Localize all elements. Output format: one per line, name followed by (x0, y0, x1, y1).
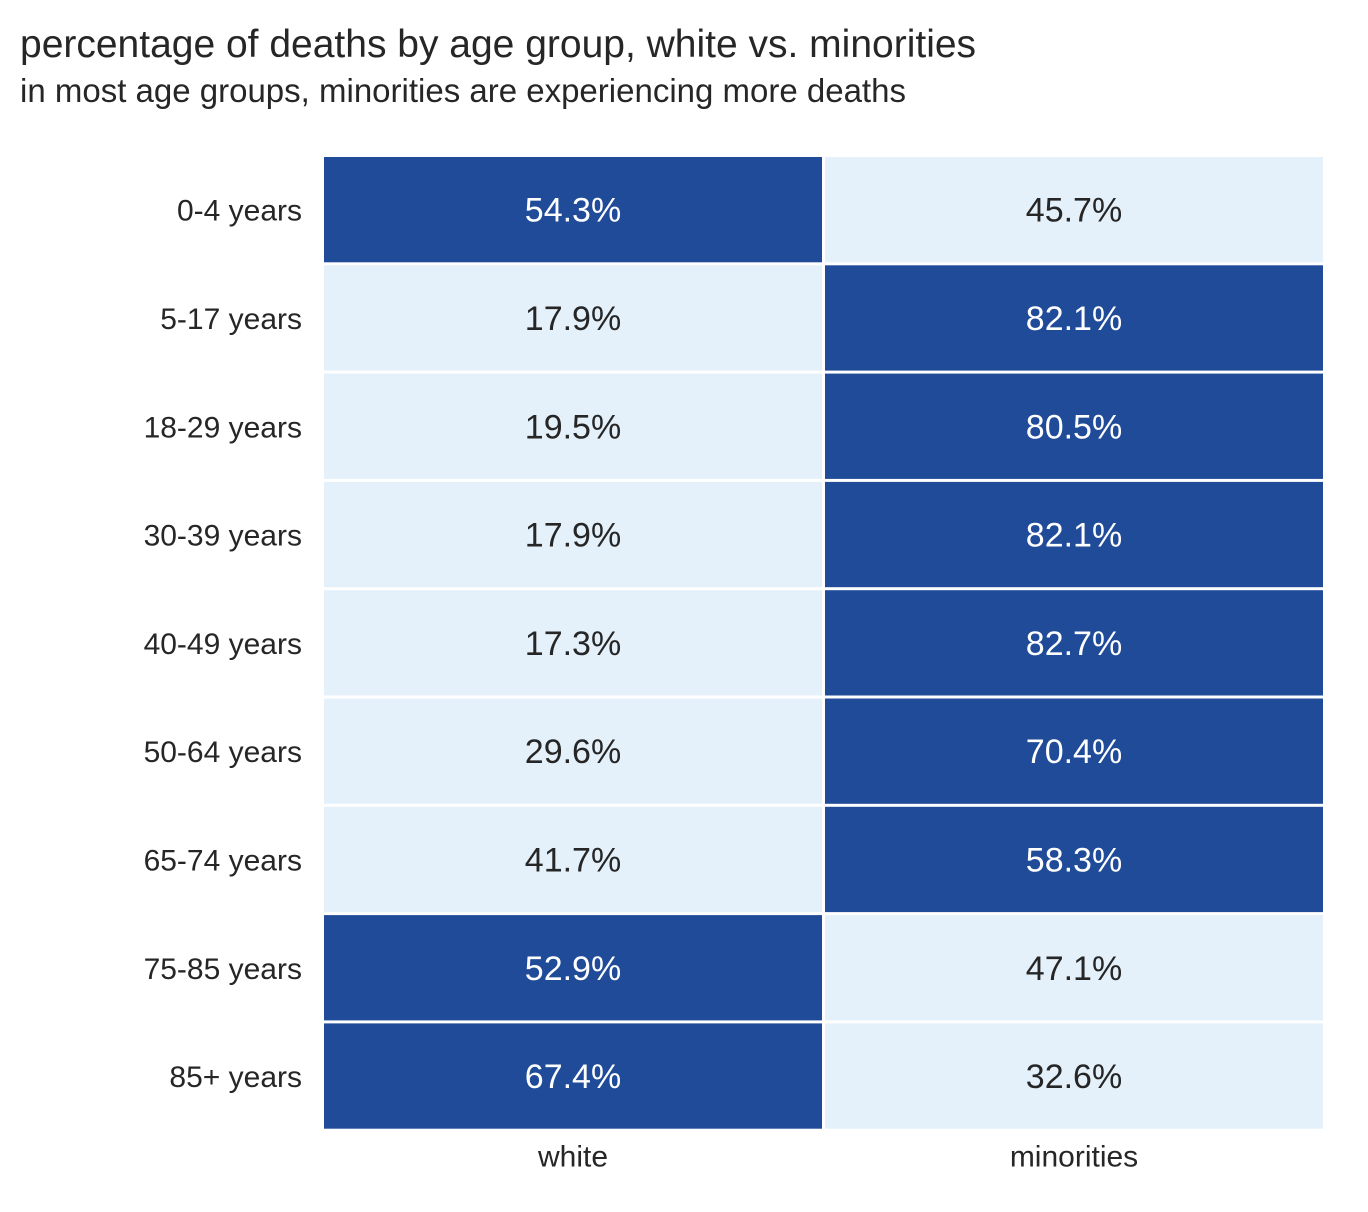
heatmap-cell-40-49-years-minorities (825, 590, 1323, 696)
heatmap-cell-65-74-years-white (324, 806, 822, 913)
cell-value-label: 17.9% (525, 517, 621, 555)
cell-value-label: 58.3% (1026, 841, 1122, 879)
heatmap-cell-50-64-years-minorities (825, 698, 1323, 804)
row-label: 5-17 years (160, 303, 302, 336)
heatmap-cell-18-29-years-minorities (825, 373, 1323, 479)
cell-value-label: 67.4% (525, 1058, 621, 1096)
heatmap-cell-5-17-years-minorities (825, 265, 1323, 371)
cell-value-label: 82.1% (1026, 517, 1122, 555)
chart-subtitle: in most age groups, minorities are exper… (20, 72, 906, 109)
cell-value-label: 32.6% (1026, 1058, 1122, 1096)
heatmap-cell-0-4-years-white (324, 157, 822, 263)
heatmap-cell-30-39-years-white (324, 481, 822, 588)
heatmap-cell-5-17-years-white (324, 265, 822, 371)
row-label: 0-4 years (177, 195, 302, 228)
heatmap-cell-50-64-years-white (324, 698, 822, 804)
chart-title: percentage of deaths by age group, white… (20, 23, 977, 66)
row-label: 40-49 years (144, 628, 302, 661)
cell-value-label: 52.9% (525, 950, 621, 988)
row-label: 85+ years (169, 1061, 302, 1094)
heatmap-cell-65-74-years-minorities (825, 806, 1323, 913)
heatmap-cell-30-39-years-minorities (825, 481, 1323, 588)
cell-value-label: 41.7% (525, 841, 621, 879)
row-label: 65-74 years (144, 844, 302, 877)
heatmap-cell-18-29-years-white (324, 373, 822, 479)
column-label: white (537, 1141, 608, 1174)
heatmap-cell-40-49-years-white (324, 590, 822, 696)
cell-value-label: 19.5% (525, 408, 621, 446)
heatmap-cell-85-years-white (324, 1023, 822, 1129)
cell-value-label: 80.5% (1026, 408, 1122, 446)
column-label: minorities (1010, 1141, 1138, 1174)
cell-value-label: 82.1% (1026, 300, 1122, 338)
row-label: 75-85 years (144, 953, 302, 986)
cell-value-label: 45.7% (1026, 192, 1122, 230)
heatmap-cell-75-85-years-white (324, 915, 822, 1021)
heatmap-cell-85-years-minorities (825, 1023, 1323, 1129)
cell-value-label: 17.9% (525, 300, 621, 338)
cell-value-label: 82.7% (1026, 625, 1122, 663)
row-label: 50-64 years (144, 736, 302, 769)
cell-value-label: 29.6% (525, 733, 621, 771)
row-label: 30-39 years (144, 520, 302, 553)
cell-value-label: 17.3% (525, 625, 621, 663)
cell-value-label: 47.1% (1026, 950, 1122, 988)
heatmap-cell-75-85-years-minorities (825, 915, 1323, 1021)
cell-value-label: 70.4% (1026, 733, 1122, 771)
cell-value-label: 54.3% (525, 192, 621, 230)
row-label: 18-29 years (144, 411, 302, 444)
heatmap-cell-0-4-years-minorities (825, 157, 1323, 263)
